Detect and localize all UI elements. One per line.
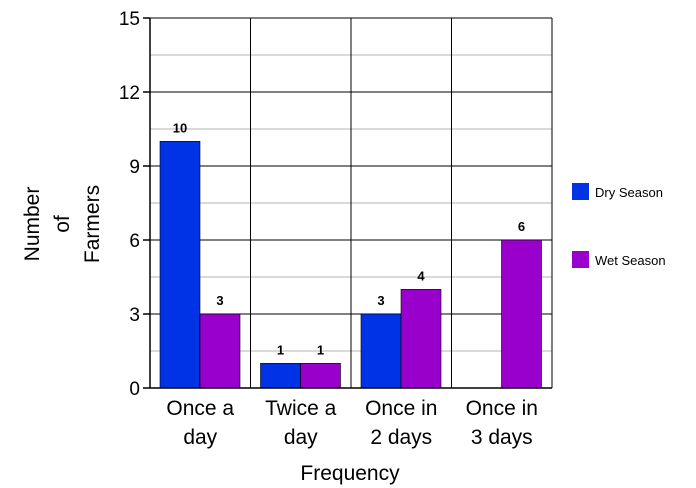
x-axis-title: Frequency [300,462,400,485]
bar-wet-season [199,313,241,389]
x-category-label: day [284,426,318,449]
axes [143,17,552,389]
bar-wet-season [400,289,442,389]
y-tick-label: 12 [119,83,140,104]
x-category-label: 2 days [370,426,432,449]
legend: Dry Season Wet Season [572,183,666,268]
bars [159,141,542,389]
y-tick-label: 9 [129,157,140,178]
y-tick-label: 6 [129,231,140,252]
bar-wet-season [501,239,542,389]
bar-wet-season [300,363,341,389]
y-tick-label: 0 [129,379,140,400]
value-label: 3 [216,293,223,308]
x-category-label: Twice a [265,397,337,420]
legend-swatch [572,183,589,200]
y-axis-title-line: of [51,215,74,233]
value-label: 1 [277,342,284,357]
value-label: 3 [377,293,384,308]
bar-dry-season [260,363,301,389]
value-labels: 10 1 3 3 1 4 6 [173,120,525,357]
y-axis-title-line: Farmers [81,185,104,263]
y-tick-label: 3 [129,305,140,326]
x-category-label: Once a [166,397,234,420]
value-label: 6 [518,219,525,234]
value-label: 10 [173,120,187,135]
legend-swatch [572,251,589,268]
value-label: 4 [417,268,425,283]
x-category-label: 3 days [471,426,533,449]
x-category-labels: Once a day Twice a day Once in 2 days Once in 3… [166,397,538,449]
x-category-label: day [183,426,217,449]
bar-dry-season [159,141,201,389]
y-axis-title: Number of Farmers [21,185,104,263]
value-label: 1 [317,342,324,357]
x-category-label: Once in [466,397,538,420]
y-tick-label: 15 [119,9,140,30]
x-category-label: Once in [365,397,437,420]
y-tick-labels: 0 3 6 9 12 15 [119,9,140,400]
bar-dry-season [360,313,402,389]
y-axis-title-line: Number [21,187,44,262]
y-axis-title-rotated: Number of Farmers [21,185,104,263]
legend-label: Wet Season [595,253,666,268]
legend-label: Dry Season [595,185,663,200]
